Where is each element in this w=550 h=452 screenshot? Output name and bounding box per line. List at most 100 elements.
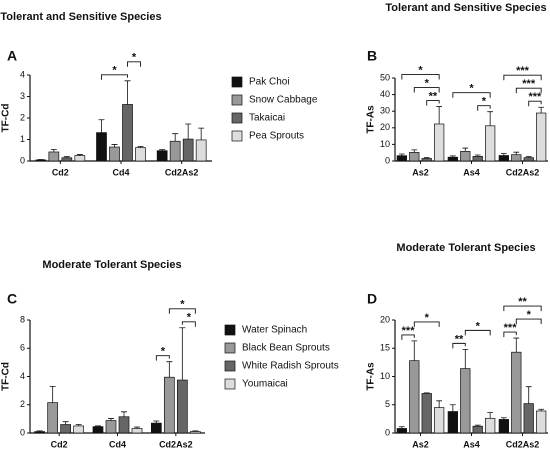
bar	[396, 428, 407, 434]
significance-bracket	[413, 87, 440, 93]
y-tick-label: 40	[380, 89, 390, 99]
significance-label: *	[132, 52, 137, 64]
y-tick-label: 4	[20, 69, 25, 79]
bar	[122, 104, 133, 162]
error-bar	[513, 151, 520, 155]
bar	[96, 132, 107, 162]
significance-bracket	[515, 87, 542, 94]
y-tick-label: 2	[20, 112, 25, 122]
error-bar	[538, 408, 545, 411]
bar	[150, 422, 162, 434]
bar	[195, 139, 207, 162]
bar	[498, 419, 509, 434]
significance-label: **	[429, 90, 438, 102]
bar	[434, 123, 445, 162]
bar	[485, 417, 496, 434]
bar	[60, 424, 72, 434]
bar	[396, 155, 407, 162]
significance-label: *	[469, 83, 474, 95]
significance-bracket	[168, 308, 196, 314]
significance-label: *	[418, 64, 423, 76]
error-bar	[49, 385, 56, 403]
error-bar	[192, 430, 199, 432]
significance-label: **	[518, 296, 527, 308]
bar	[511, 351, 522, 434]
x-tick-label: Cd2As2	[506, 167, 540, 177]
error-bar	[98, 119, 105, 133]
y-axis-label: TF-Cd	[1, 104, 12, 133]
x-tick-label: As2	[412, 167, 429, 177]
significance-bracket	[155, 355, 170, 361]
panel-label: D	[367, 291, 377, 307]
error-bar	[95, 425, 101, 427]
bar	[472, 156, 483, 162]
error-bar	[111, 144, 118, 148]
bar	[498, 155, 509, 162]
bar	[34, 431, 46, 434]
legend-label: Black Bean Sprouts	[242, 343, 330, 354]
bar	[156, 150, 168, 162]
y-tick-label: 0	[385, 155, 390, 165]
legend-swatch	[231, 94, 243, 106]
bar	[105, 420, 117, 434]
chart-title: Tolerant and Sensitive Species	[0, 11, 161, 23]
error-bar	[525, 386, 532, 404]
legend-swatch	[224, 360, 236, 372]
bar	[73, 425, 85, 434]
legend-swatch	[231, 130, 243, 142]
y-tick-label: 50	[380, 72, 390, 82]
significance-label: *	[425, 312, 430, 324]
significance-bracket	[477, 105, 491, 111]
legend-label: White Radish Sprouts	[242, 361, 339, 372]
bar	[511, 154, 522, 162]
significance-bracket	[181, 321, 196, 327]
error-bar	[121, 411, 127, 417]
bar	[523, 403, 534, 434]
error-bar	[50, 148, 57, 152]
error-bar	[474, 424, 481, 427]
significance-bracket	[503, 74, 542, 81]
legend-swatch	[231, 112, 243, 124]
error-bar	[62, 421, 69, 425]
x-tick-label: As4	[463, 167, 480, 177]
bar	[163, 376, 175, 434]
bar	[536, 112, 547, 162]
significance-bracket	[101, 74, 128, 80]
y-tick-label: 0	[20, 427, 25, 437]
error-bar	[462, 348, 469, 369]
y-axis-label: TF-As	[366, 105, 377, 134]
y-tick-label: 8	[20, 314, 25, 324]
significance-bracket	[503, 331, 517, 338]
error-bar	[137, 145, 144, 148]
significance-bracket	[452, 342, 466, 349]
bar	[536, 410, 547, 434]
error-bar	[513, 337, 520, 353]
significance-label: *	[476, 320, 481, 332]
chart-title: Tolerant and Sensitive Species	[385, 2, 546, 14]
legend-label: Snow Cabbage	[249, 95, 318, 106]
error-bar	[159, 149, 166, 151]
error-bar	[500, 417, 507, 420]
significance-label: *	[187, 312, 192, 324]
significance-label: **	[455, 333, 464, 345]
panel-label: A	[7, 48, 17, 64]
error-bar	[134, 426, 140, 429]
legend-swatch	[224, 378, 236, 390]
y-tick-label: 6	[20, 343, 25, 353]
significance-label: *	[161, 346, 166, 358]
error-bar	[398, 153, 405, 156]
panel-label: B	[367, 48, 377, 64]
y-tick-label: 2	[20, 399, 25, 409]
bar	[92, 426, 104, 434]
legend-label: Pea Sprouts	[249, 131, 304, 142]
x-tick-label: Cd2As2	[506, 439, 540, 449]
bar	[169, 140, 181, 162]
bar	[434, 407, 445, 434]
legend-swatch	[231, 76, 243, 88]
error-bar	[185, 123, 192, 140]
y-axis-label: TF-Cd	[1, 362, 12, 391]
error-bar	[36, 430, 43, 432]
y-tick-label: 4	[20, 371, 25, 381]
significance-bracket	[127, 61, 141, 67]
error-bar	[423, 392, 430, 394]
